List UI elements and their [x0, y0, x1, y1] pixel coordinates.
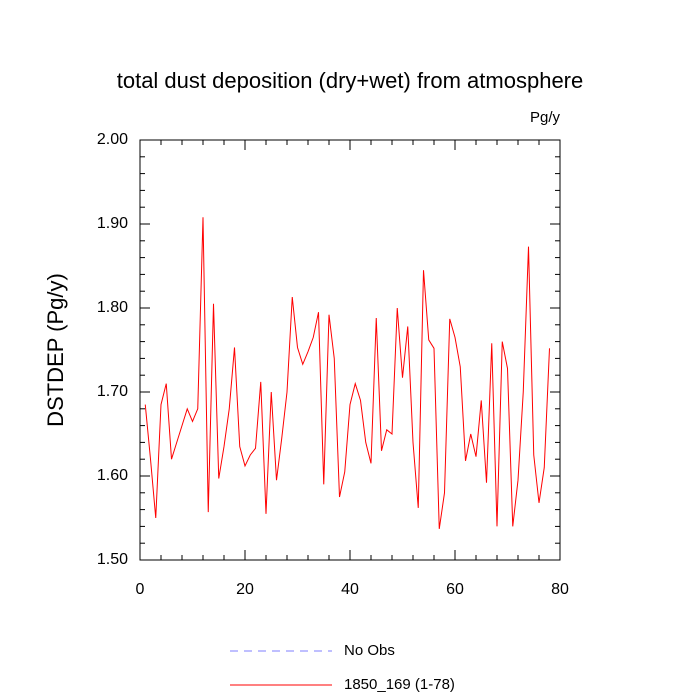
y-tick-label: 1.90 — [97, 215, 128, 232]
data-line — [144, 217, 550, 529]
x-tick-label: 20 — [236, 581, 254, 598]
chart-title: total dust deposition (dry+wet) from atm… — [117, 68, 584, 93]
y-tick-label: 1.60 — [97, 467, 128, 484]
y-axis-title: DSTDEP (Pg/y) — [43, 273, 68, 427]
units-label: Pg/y — [530, 109, 561, 126]
y-tick-label: 2.00 — [97, 131, 128, 148]
y-tick-label: 1.70 — [97, 383, 128, 400]
x-tick-label: 80 — [551, 581, 569, 598]
x-tick-label: 40 — [341, 581, 359, 598]
x-tick-label: 0 — [136, 581, 145, 598]
y-tick-label: 1.50 — [97, 551, 128, 568]
plot-frame — [139, 139, 561, 561]
legend-label: 1850_169 (1-78) — [344, 676, 455, 693]
y-tick-label: 1.80 — [97, 299, 128, 316]
legend-label: No Obs — [344, 642, 395, 659]
x-tick-label: 60 — [446, 581, 464, 598]
